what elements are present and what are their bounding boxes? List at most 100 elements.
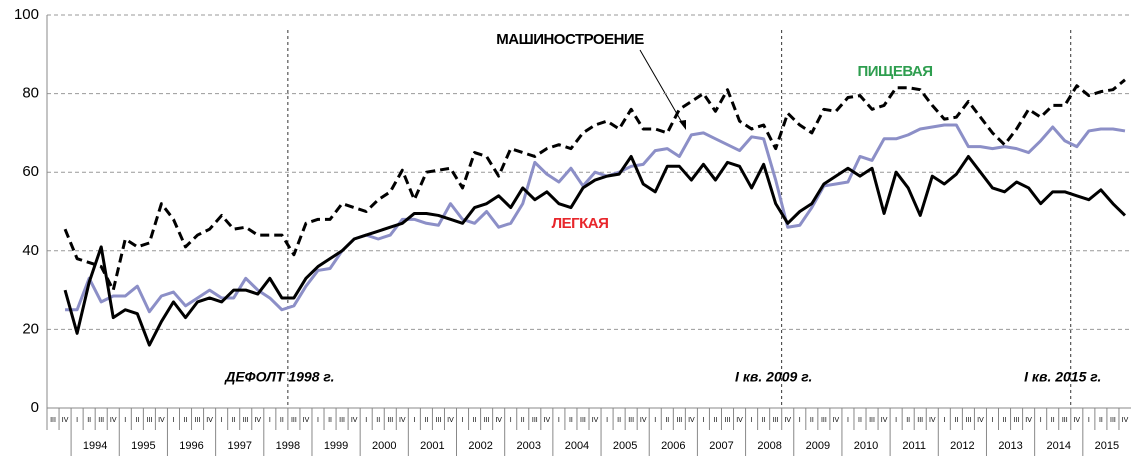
year-label: 2004 [565,440,589,452]
x-tick-label: III [98,417,104,424]
x-tick-label: III [387,417,393,424]
year-label: 1999 [324,440,348,452]
x-tick-label: II [665,417,669,424]
x-tick-label: IV [351,417,358,424]
x-tick-label: III [773,417,779,424]
year-label: 1995 [131,440,155,452]
year-label: 2011 [902,440,926,452]
x-tick-label: IV [495,417,502,424]
x-tick-label: IV [881,417,888,424]
year-label: 2010 [854,440,878,452]
year-label: 2003 [517,440,541,452]
x-tick-label: I [172,417,174,424]
x-tick-label: IV [1073,417,1080,424]
x-tick-label: II [569,417,573,424]
year-label: 2001 [420,440,444,452]
year-label: 2012 [950,440,974,452]
x-tick-label: I [847,417,849,424]
x-tick-label: III [676,417,682,424]
x-tick-label: II [810,417,814,424]
x-tick-label: II [184,417,188,424]
year-label: 2005 [613,440,637,452]
x-tick-label: I [1040,417,1042,424]
x-tick-label: I [606,417,608,424]
x-tick-label: IV [303,417,310,424]
series-line [63,78,1126,292]
x-tick-label: I [799,417,801,424]
x-tick-label: II [376,417,380,424]
year-label: 2002 [468,440,492,452]
event-label: ДЕФОЛТ 1998 г. [224,369,334,385]
year-label: 1997 [227,440,251,452]
x-tick-label: IV [833,417,840,424]
year-label: 1998 [276,440,300,452]
event-label: I кв. 2009 г. [735,369,812,385]
x-tick-label: I [558,417,560,424]
x-tick-label: I [317,417,319,424]
x-tick-label: I [895,417,897,424]
series-label: ЛЕГКАЯ [552,215,609,232]
y-tick-label: 100 [14,6,39,23]
x-tick-label: II [906,417,910,424]
arrow-head [679,120,686,130]
year-label: 1996 [179,440,203,452]
x-tick-label: III [1014,417,1020,424]
x-tick-label: II [135,417,139,424]
x-tick-label: II [1099,417,1103,424]
y-tick-label: 40 [22,242,39,259]
x-tick-label: III [243,417,249,424]
x-tick-label: I [269,417,271,424]
x-tick-label: III [580,417,586,424]
event-label: I кв. 2015 г. [1024,369,1101,385]
x-tick-label: IV [688,417,695,424]
x-tick-label: II [328,417,332,424]
x-tick-label: IV [254,417,261,424]
year-label: 1994 [83,440,107,452]
x-tick-label: II [1003,417,1007,424]
x-tick-label: IV [592,417,599,424]
series-line [63,154,1127,347]
x-tick-label: IV [447,417,454,424]
year-label: 2000 [372,440,396,452]
x-tick-label: II [1051,417,1055,424]
x-tick-label: IV [784,417,791,424]
x-tick-label: I [124,417,126,424]
x-tick-label: III [436,417,442,424]
x-tick-label: I [365,417,367,424]
x-tick-label: I [510,417,512,424]
x-tick-label: III [821,417,827,424]
x-tick-label: II [232,417,236,424]
x-tick-label: II [858,417,862,424]
x-tick-label: III [291,417,297,424]
x-tick-label: IV [736,417,743,424]
x-tick-label: III [195,417,201,424]
year-label: 2007 [709,440,733,452]
x-tick-label: II [762,417,766,424]
x-tick-label: I [221,417,223,424]
x-tick-label: III [484,417,490,424]
x-tick-label: II [714,417,718,424]
x-tick-label: IV [110,417,117,424]
y-tick-label: 0 [31,399,39,416]
x-tick-label: IV [1122,417,1129,424]
year-label: 2009 [806,440,830,452]
x-tick-label: IV [977,417,984,424]
x-tick-label: III [532,417,538,424]
x-tick-label: I [751,417,753,424]
year-label: 2014 [1046,440,1070,452]
x-tick-label: II [473,417,477,424]
x-tick-label: I [943,417,945,424]
x-tick-label: II [87,417,91,424]
x-tick-label: III [146,417,152,424]
x-tick-label: III [1062,417,1068,424]
x-tick-label: II [954,417,958,424]
x-tick-label: I [702,417,704,424]
x-tick-label: I [992,417,994,424]
series-line [65,123,1126,314]
x-tick-label: I [1088,417,1090,424]
x-tick-label: IV [206,417,213,424]
x-tick-label: III [965,417,971,424]
x-tick-label: I [462,417,464,424]
x-tick-label: III [725,417,731,424]
